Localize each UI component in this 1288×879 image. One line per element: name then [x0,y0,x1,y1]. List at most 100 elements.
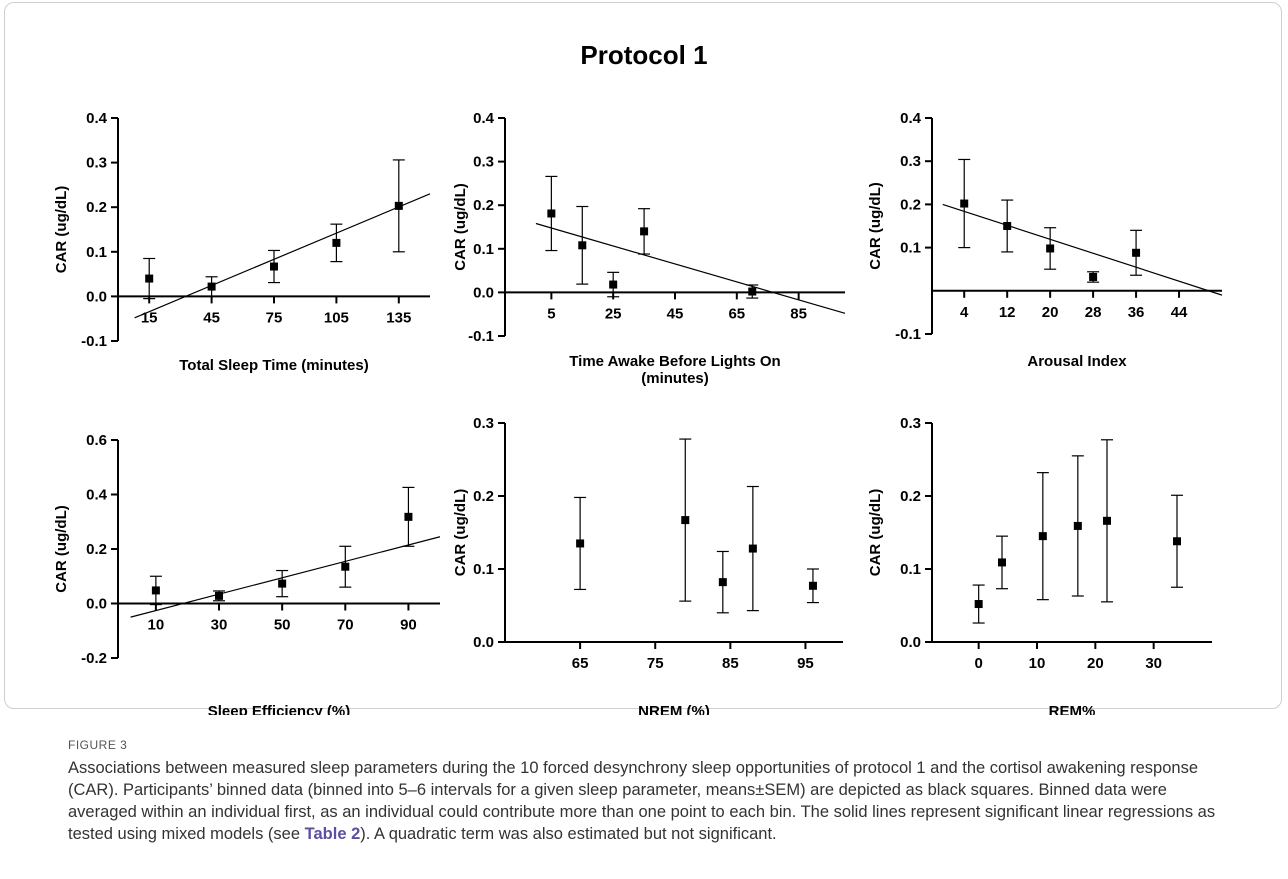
data-point [640,227,649,236]
data-point [215,591,224,600]
data-point [1073,521,1082,530]
y-tick-label: 0.2 [473,197,494,214]
data-point [145,274,154,283]
y-tick-label: 0.4 [900,110,922,127]
x-tick-label: 65 [728,305,745,322]
x-tick-label: 44 [1171,304,1188,321]
x-axis-label-line: Time Awake Before Lights On [569,353,780,370]
data-point [270,262,278,271]
y-axis-label: CAR (ug/dL) [452,489,469,576]
figure-title: Protocol 1 [580,40,708,70]
data-point [1089,272,1098,281]
data-point [974,600,983,609]
regression-line [134,193,431,319]
data-point [404,512,413,521]
x-tick-label: 90 [400,617,417,634]
data-point [718,578,727,587]
x-tick-label: 105 [324,309,349,326]
figure-label: FIGURE 3 [68,738,128,752]
y-tick-label: 0.1 [473,241,494,258]
x-tick-label: 5 [547,305,555,322]
y-tick-label: -0.2 [81,650,107,667]
y-tick-label: 0.0 [473,284,494,301]
regression-line [130,536,441,618]
x-tick-label: 75 [647,655,664,672]
y-tick-label: 0.3 [473,154,494,171]
x-axis-label: Total Sleep Time (minutes) [179,357,368,374]
data-point [1003,222,1012,230]
y-tick-label: -0.1 [81,333,107,350]
x-tick-label: 45 [203,309,220,326]
x-tick-label: 12 [999,304,1016,321]
y-tick-label: 0.0 [473,634,494,651]
y-tick-label: 0.1 [86,244,107,261]
data-point [681,516,690,525]
regression-line [535,222,846,314]
y-axis-label: CAR (ug/dL) [53,186,70,273]
y-tick-label: 0.3 [86,155,107,172]
y-tick-label: 0.2 [900,488,921,505]
y-tick-label: 0.0 [86,596,107,613]
x-tick-label: 85 [790,305,807,322]
x-tick-label: 4 [960,304,969,321]
x-tick-label: 95 [797,655,814,672]
data-point [1132,248,1141,257]
x-tick-label: 30 [1145,655,1162,672]
y-axis-label: CAR (ug/dL) [867,489,884,576]
figure-caption: Associations between measured sleep para… [68,757,1228,845]
data-point [748,544,757,553]
x-tick-label: 0 [974,655,982,672]
y-tick-label: 0.1 [473,561,494,578]
x-axis-label: Arousal Index [1027,353,1127,370]
x-tick-label: 20 [1042,304,1059,321]
data-point [1046,244,1055,253]
y-tick-label: 0.2 [900,196,921,213]
chart-panel-4: -0.2 0.0 0.2 0.4 0.6 10 30 50 70 90 CAR (ug/dL) Sle… [53,432,441,715]
chart-panel-6: 0.0 0.1 0.2 0.3 0 10 20 30 CAR (ug/dL) REM% [867,415,1212,715]
x-tick-label: 45 [667,305,684,322]
x-tick-label: 10 [1029,655,1046,672]
data-point [960,199,969,208]
x-tick-label: 70 [337,617,354,634]
data-point [576,539,585,548]
data-point [1038,532,1047,541]
data-point [332,238,341,247]
x-axis-label: Time Awake Before Lights On (minutes) [569,353,780,387]
x-axis-label: REM% [1049,703,1096,715]
y-tick-label: 0.2 [86,199,107,216]
regression-line [942,203,1223,296]
y-tick-label: 0.4 [473,110,495,127]
y-tick-label: 0.4 [86,110,108,127]
data-point [207,282,216,291]
x-tick-label: 36 [1128,304,1145,321]
x-tick-label: 65 [572,655,589,672]
y-tick-label: -0.1 [468,328,494,345]
data-point [808,581,817,590]
table-2-link[interactable]: Table 2 [304,825,361,843]
y-tick-label: 0.2 [473,488,494,505]
chart-panel-5: 0.0 0.1 0.2 0.3 65 75 85 95 CAR (ug/dL) NREM (%) [452,415,843,715]
data-point [998,558,1006,567]
x-tick-label: 10 [148,617,165,634]
y-axis-label: CAR (ug/dL) [53,505,70,592]
x-tick-label: 30 [211,617,228,634]
x-axis-label-line: (minutes) [641,370,709,387]
x-tick-label: 50 [274,617,291,634]
y-tick-label: 0.3 [900,153,921,170]
x-tick-label: 25 [605,305,622,322]
y-axis-label: CAR (ug/dL) [452,183,469,270]
y-tick-label: 0.4 [86,487,108,504]
chart-panel-2: -0.1 0.0 0.1 0.2 0.3 0.4 5 25 45 65 85 CAR (ug/dL) T… [452,110,846,387]
data-point [578,241,587,250]
data-point [394,201,403,210]
y-tick-label: 0.0 [86,288,107,305]
x-tick-label: 28 [1085,304,1102,321]
y-tick-label: 0.3 [900,415,921,432]
x-axis-label: Sleep Efficiency (%) [208,703,351,715]
x-tick-label: 135 [386,309,411,326]
x-axis-label: NREM (%) [638,703,710,715]
x-tick-label: 85 [722,655,739,672]
data-point [341,562,350,571]
